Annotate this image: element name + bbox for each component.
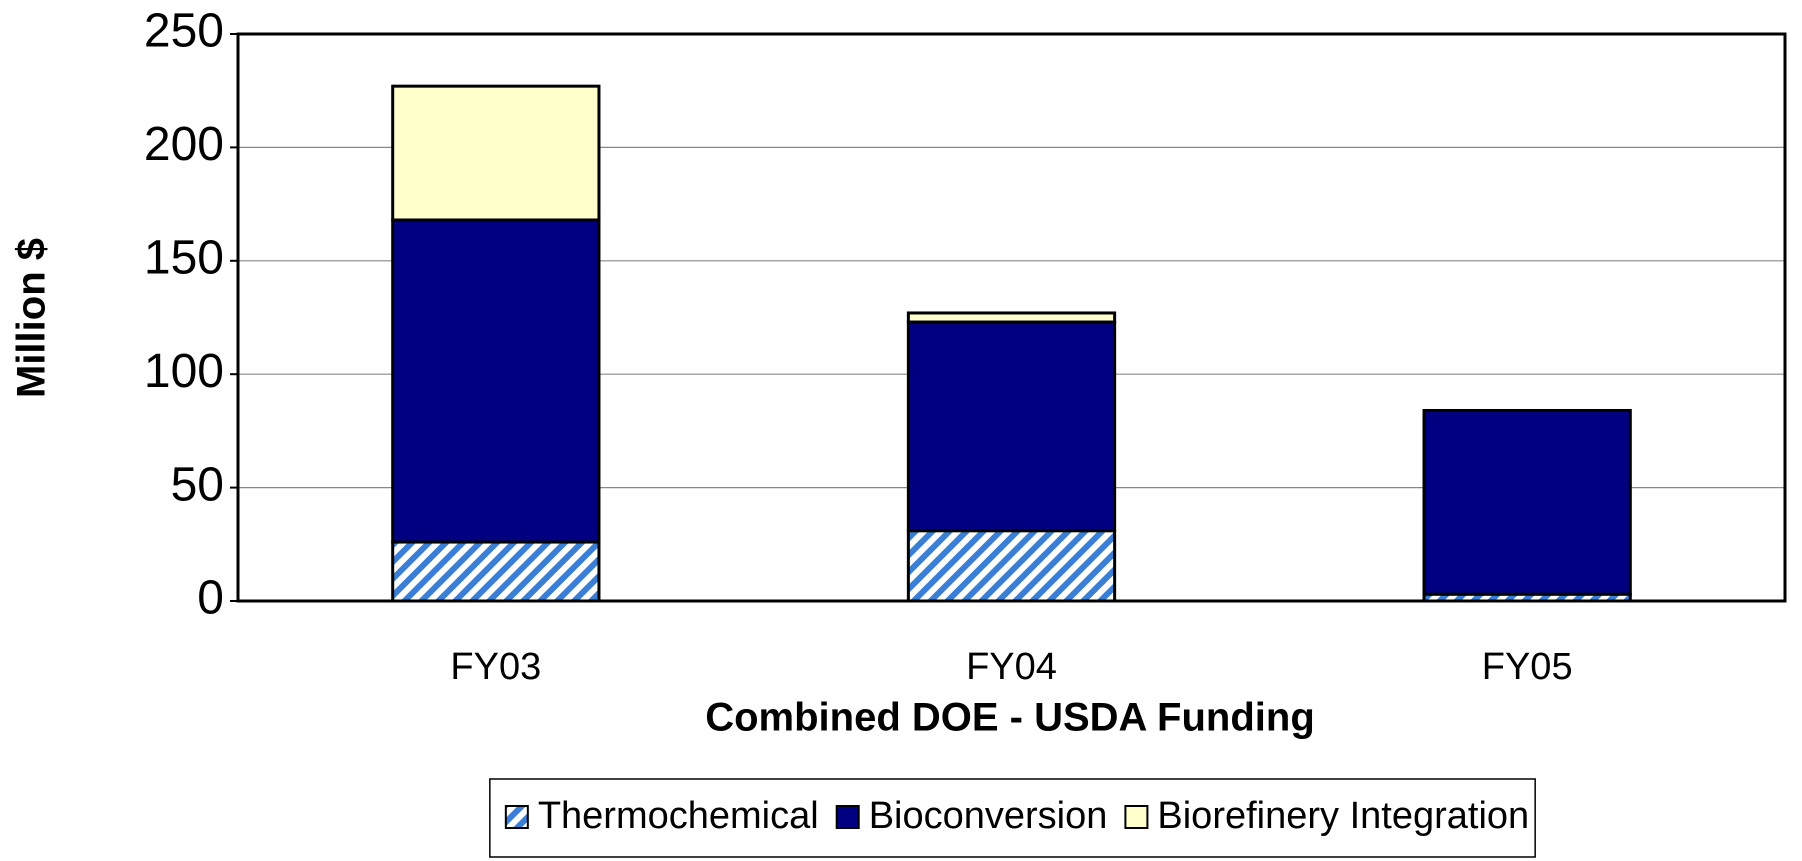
- bar-segment: [391, 540, 601, 603]
- bar-segment: [1422, 408, 1632, 596]
- legend: Thermochemical Bioconversion Biorefinery I…: [489, 778, 1536, 858]
- y-tick-label: 250: [144, 5, 224, 58]
- legend-label: Bioconversion: [869, 795, 1108, 837]
- y-axis-title: Million $: [10, 238, 54, 398]
- x-axis-title: Combined DOE - USDA Funding: [705, 696, 1315, 740]
- legend-swatch: [1124, 805, 1149, 829]
- legend-swatch: [835, 805, 860, 829]
- legend-swatch: [504, 805, 529, 829]
- x-tick-label: FY03: [450, 646, 541, 688]
- legend-label: Biorefinery Integration: [1157, 795, 1529, 837]
- bar-segment: [906, 529, 1117, 603]
- bar-segment: [906, 320, 1117, 533]
- y-tick-label: 0: [197, 572, 224, 625]
- bar-segment: [906, 311, 1117, 324]
- x-tick-label: FY04: [966, 646, 1057, 688]
- y-tick-label: 200: [144, 118, 224, 171]
- x-tick-label: FY05: [1482, 646, 1573, 688]
- bar-segment: [391, 84, 601, 222]
- y-tick-label: 150: [144, 231, 224, 284]
- y-tick-label: 100: [144, 345, 224, 398]
- bar-segment: [391, 218, 601, 544]
- y-tick-label: 50: [171, 458, 224, 511]
- legend-box: [489, 778, 1536, 858]
- legend-label: Thermochemical: [538, 795, 819, 837]
